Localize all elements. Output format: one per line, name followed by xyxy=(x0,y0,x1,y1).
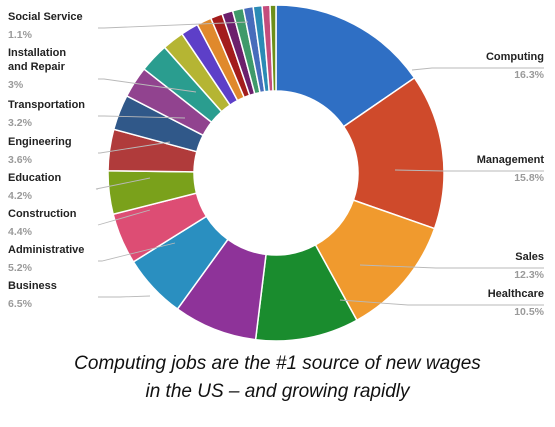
caption-line-1: Computing jobs are the #1 source of new … xyxy=(74,353,481,374)
leader-construction xyxy=(97,209,151,226)
slice-labels: Computing 16.3% Management 15.8% Sales 12.3% H… xyxy=(8,11,545,318)
leader-social-service xyxy=(98,21,249,29)
leader-business xyxy=(98,295,151,298)
label-education: Education xyxy=(8,172,61,184)
caption-line-2: in the US – and growing rapidly xyxy=(145,381,410,402)
value-healthcare: 10.5% xyxy=(514,306,544,318)
label-sales: Sales xyxy=(515,251,544,263)
label-construction: Construction xyxy=(8,208,77,220)
label-engineering: Engineering xyxy=(8,136,72,148)
leader-administrative xyxy=(98,242,176,262)
slice-unlabeled-21 xyxy=(269,4,277,92)
leader-sales xyxy=(359,264,544,269)
value-business: 6.5% xyxy=(8,298,33,310)
label-installation-and-repair: Installation and Repair xyxy=(8,47,66,73)
value-administrative: 5.2% xyxy=(8,262,33,274)
label-social-service: Social Service xyxy=(8,11,83,23)
label-business: Business xyxy=(8,280,57,292)
leader-computing xyxy=(411,67,544,71)
value-education: 4.2% xyxy=(8,190,33,202)
donut-slices xyxy=(107,4,445,342)
leader-transportation xyxy=(98,115,186,119)
donut-chart: Computing 16.3% Management 15.8% Sales 12.3% H… xyxy=(8,4,545,342)
value-social-service: 1.1% xyxy=(8,29,33,41)
label-transportation: Transportation xyxy=(8,99,85,111)
value-engineering: 3.6% xyxy=(8,154,33,166)
slice-computing xyxy=(275,4,416,128)
label-computing: Computing xyxy=(486,51,544,63)
leader-installation-and-repair xyxy=(98,78,197,93)
value-management: 15.8% xyxy=(514,172,544,184)
value-sales: 12.3% xyxy=(514,269,544,281)
leader-management xyxy=(394,169,544,172)
value-computing: 16.3% xyxy=(514,69,544,81)
value-installation-and-repair: 3% xyxy=(8,79,24,91)
label-management: Management xyxy=(477,154,545,166)
leader-lines xyxy=(95,21,544,306)
value-construction: 4.4% xyxy=(8,226,33,238)
label-administrative: Administrative xyxy=(8,244,84,256)
leader-education xyxy=(95,177,151,190)
label-healthcare: Healthcare xyxy=(488,288,544,300)
leader-healthcare xyxy=(339,299,544,306)
value-transportation: 3.2% xyxy=(8,117,33,129)
leader-engineering xyxy=(98,141,171,154)
